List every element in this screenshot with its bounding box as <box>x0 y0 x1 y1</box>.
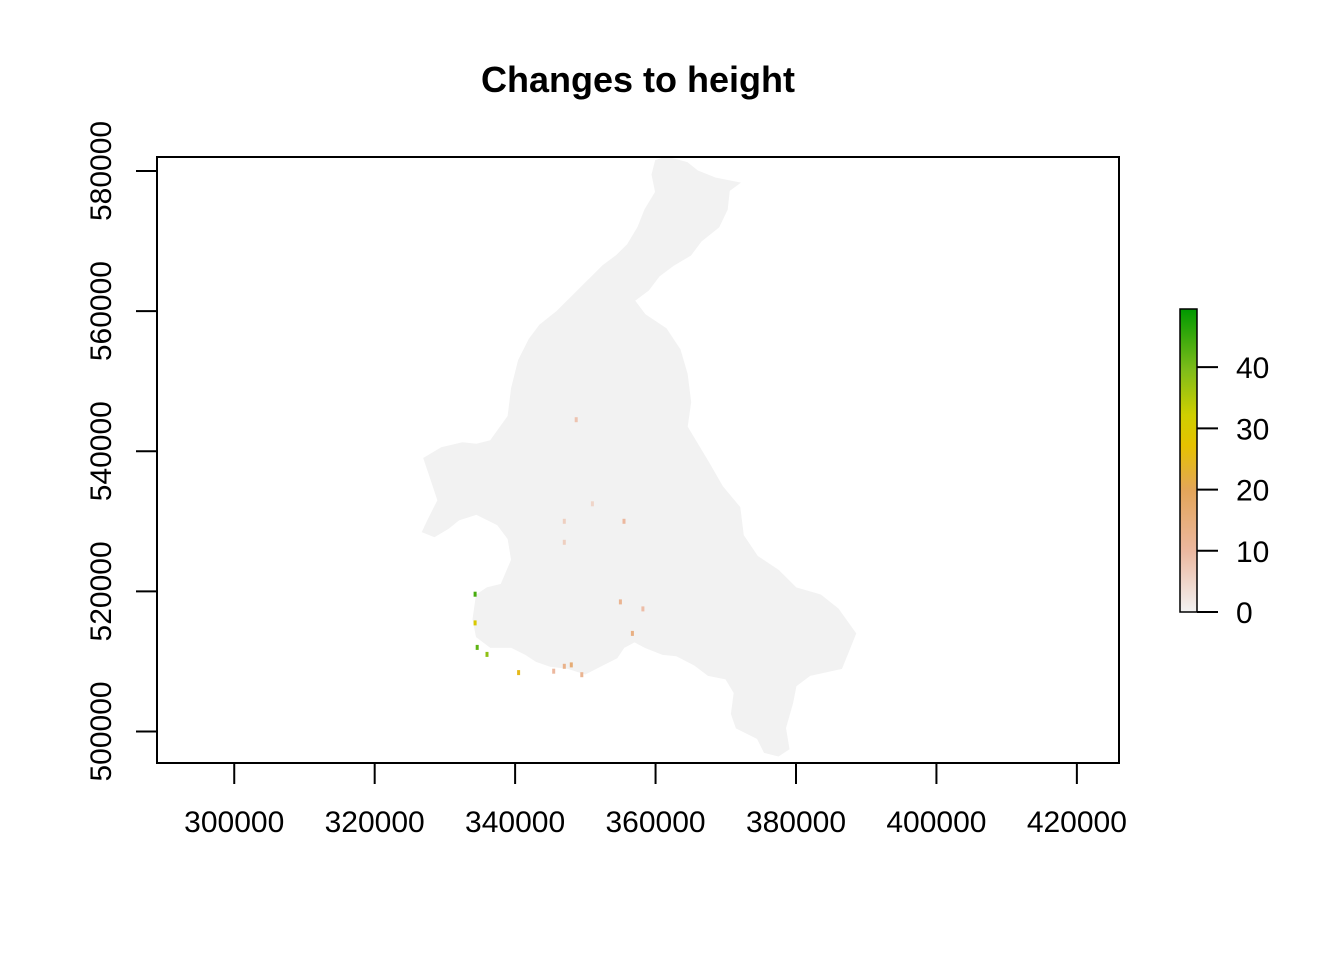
change-cell <box>622 518 626 524</box>
change-cell <box>485 651 489 657</box>
x-tick-label: 400000 <box>886 806 986 839</box>
plot-area <box>421 157 857 757</box>
x-tick-label: 360000 <box>606 806 706 839</box>
legend-color-bar <box>1179 308 1198 613</box>
legend-tick-label: 40 <box>1236 352 1269 385</box>
y-tick-label: 500000 <box>85 681 118 781</box>
change-cell <box>574 417 578 423</box>
x-tick-label: 340000 <box>465 806 565 839</box>
catchment-raster <box>421 157 857 757</box>
y-tick-label: 580000 <box>85 121 118 221</box>
x-tick-label: 420000 <box>1027 806 1127 839</box>
change-cell <box>562 663 566 669</box>
change-cell <box>569 662 573 668</box>
x-tick-label: 320000 <box>325 806 425 839</box>
change-cell <box>590 501 594 507</box>
change-cell <box>473 591 477 597</box>
x-tick-label: 380000 <box>746 806 846 839</box>
y-tick-label: 540000 <box>85 401 118 501</box>
change-cell <box>475 644 479 650</box>
legend-tick-label: 30 <box>1236 413 1269 446</box>
change-cell <box>618 599 622 605</box>
legend-tick-label: 20 <box>1236 475 1269 508</box>
x-axis: 300000 320000 340000 360000 380000 400000 4200… <box>184 762 1127 839</box>
color-legend: 0 10 20 30 40 <box>1179 308 1269 630</box>
change-cell <box>517 670 521 676</box>
change-cell <box>630 630 634 636</box>
x-tick-label: 300000 <box>184 806 284 839</box>
legend-tick-label: 10 <box>1236 536 1269 569</box>
change-cell <box>562 539 566 545</box>
y-tick-label: 560000 <box>85 261 118 361</box>
change-cell <box>562 518 566 524</box>
change-cell <box>552 668 556 674</box>
change-cell <box>580 672 584 678</box>
legend-tick-label: 0 <box>1236 597 1253 630</box>
y-tick-label: 520000 <box>85 541 118 641</box>
change-cell <box>473 620 477 626</box>
chart-title: Changes to height <box>481 59 795 100</box>
change-cell <box>641 606 645 612</box>
y-axis: 500000 520000 540000 560000 580000 <box>85 121 158 782</box>
